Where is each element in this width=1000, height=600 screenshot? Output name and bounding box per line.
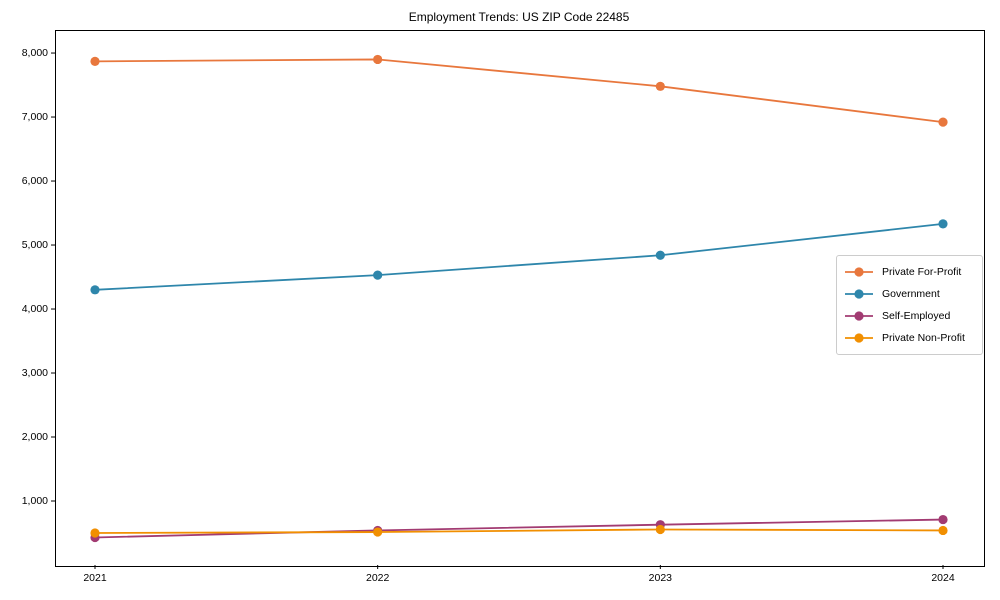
- data-point-marker: [90, 528, 100, 538]
- y-tick-label: 7,000: [21, 111, 48, 124]
- chart-title: Employment Trends: US ZIP Code 22485: [408, 10, 630, 24]
- y-tick-label: 1,000: [21, 495, 48, 507]
- y-tick-label: 6,000: [21, 175, 48, 188]
- legend: Private For-Profit Government Self-Employe…: [836, 255, 983, 355]
- series-line: [94, 518, 944, 539]
- data-point-marker: [938, 525, 948, 536]
- series-line: [94, 528, 944, 534]
- data-point-marker: [373, 54, 383, 65]
- legend-label: Private For-Profit: [882, 266, 962, 278]
- legend-row: Private For-Profit: [844, 261, 974, 283]
- data-point-marker: [90, 56, 100, 66]
- data-point-marker: [938, 514, 948, 525]
- legend-row: Self-Employed: [844, 305, 974, 327]
- y-tick-label: 3,000: [21, 367, 48, 379]
- x-tick-label: 2024: [931, 572, 955, 584]
- data-point-marker: [655, 81, 665, 91]
- y-tick-label: 8,000: [21, 47, 48, 60]
- x-tick-label: 2022: [365, 572, 390, 584]
- data-point-marker: [90, 285, 100, 295]
- x-tick-label: 2023: [648, 572, 673, 584]
- legend-row: Private Non-Profit: [844, 327, 974, 349]
- data-point-marker: [655, 524, 665, 535]
- legend-label: Private Non-Profit: [882, 332, 965, 344]
- data-point-marker: [373, 270, 383, 280]
- legend-label: Government: [882, 288, 940, 300]
- series-line: [94, 223, 944, 291]
- legend-line-marker-icon: [845, 311, 873, 321]
- plot-area: [55, 30, 985, 567]
- data-point-marker: [938, 219, 948, 229]
- y-tick-label: 2,000: [21, 431, 48, 443]
- legend-row: Government: [844, 283, 974, 305]
- data-point-marker: [373, 527, 383, 537]
- x-tick-label: 2021: [83, 572, 107, 584]
- legend-line-marker-icon: [845, 333, 873, 343]
- legend-label: Self-Employed: [882, 310, 951, 322]
- legend-line-marker-icon: [845, 267, 873, 277]
- legend-line-marker-icon: [845, 289, 873, 299]
- y-tick-label: 5,000: [21, 239, 48, 252]
- series-line: [94, 58, 944, 124]
- data-point-marker: [938, 117, 948, 127]
- y-tick-label: 4,000: [21, 303, 48, 316]
- data-point-marker: [655, 250, 665, 260]
